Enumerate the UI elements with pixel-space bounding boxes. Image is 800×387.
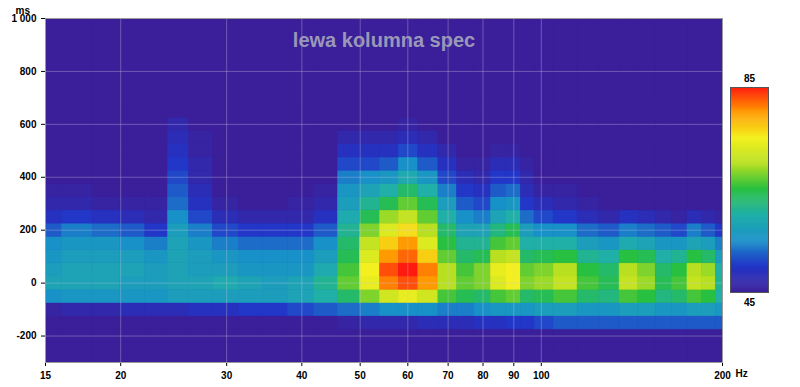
svg-text:60: 60 bbox=[402, 370, 414, 381]
svg-text:45: 45 bbox=[744, 297, 756, 308]
svg-text:-200: -200 bbox=[16, 330, 36, 341]
svg-text:400: 400 bbox=[20, 171, 37, 182]
svg-text:Hz: Hz bbox=[736, 368, 748, 379]
svg-text:800: 800 bbox=[20, 66, 37, 77]
svg-text:15: 15 bbox=[40, 370, 52, 381]
svg-text:50: 50 bbox=[355, 370, 367, 381]
svg-text:80: 80 bbox=[477, 370, 489, 381]
svg-text:200: 200 bbox=[714, 370, 731, 381]
svg-text:100: 100 bbox=[533, 370, 550, 381]
svg-text:1 000: 1 000 bbox=[11, 12, 37, 24]
svg-text:200: 200 bbox=[20, 224, 37, 235]
svg-text:70: 70 bbox=[443, 370, 455, 381]
svg-text:lewa kolumna spec: lewa kolumna spec bbox=[293, 29, 475, 51]
svg-text:85: 85 bbox=[744, 73, 756, 84]
svg-text:20: 20 bbox=[115, 370, 127, 381]
svg-text:30: 30 bbox=[221, 370, 233, 381]
svg-text:600: 600 bbox=[20, 119, 37, 130]
svg-text:40: 40 bbox=[296, 370, 308, 381]
svg-text:ms: ms bbox=[16, 5, 31, 16]
svg-text:0: 0 bbox=[31, 277, 37, 288]
svg-text:90: 90 bbox=[508, 370, 520, 381]
